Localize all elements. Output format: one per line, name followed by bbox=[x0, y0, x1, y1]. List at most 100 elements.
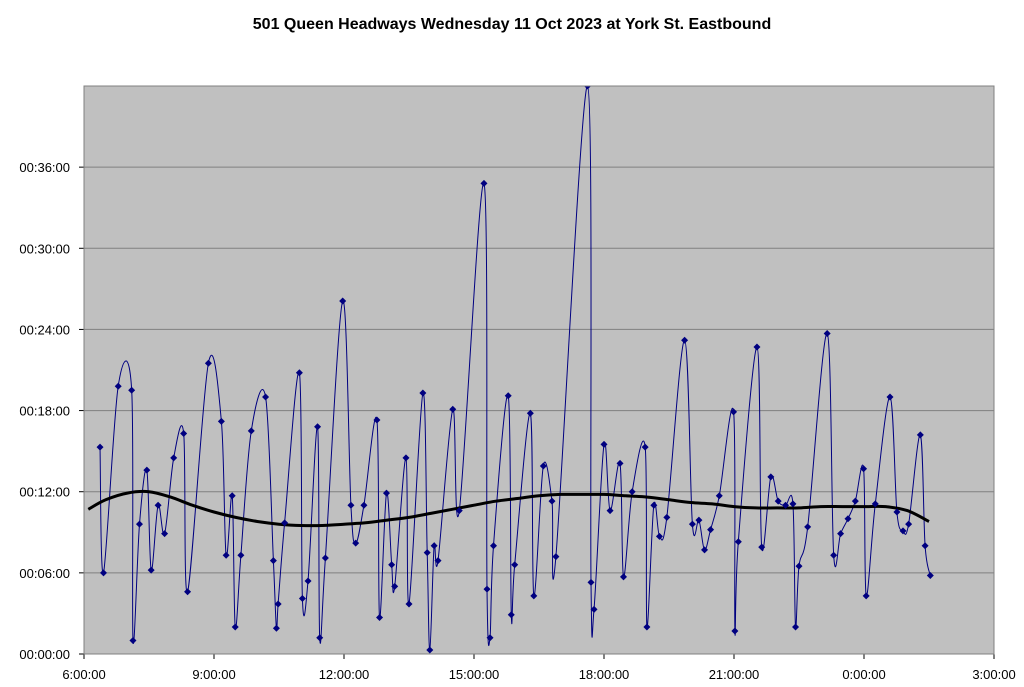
data-point bbox=[237, 551, 245, 559]
data-point bbox=[161, 530, 169, 538]
chart-title: 501 Queen Headways Wednesday 11 Oct 2023… bbox=[252, 16, 772, 33]
data-point bbox=[871, 500, 879, 508]
data-point bbox=[792, 623, 800, 631]
data-point bbox=[643, 623, 651, 631]
data-point bbox=[823, 329, 831, 337]
data-point bbox=[316, 634, 324, 642]
data-point bbox=[426, 646, 434, 654]
data-point bbox=[388, 561, 396, 569]
data-point bbox=[483, 585, 491, 593]
data-point bbox=[526, 409, 534, 417]
y-tick-label: 00:36:00 bbox=[19, 160, 70, 175]
data-point bbox=[170, 454, 178, 462]
data-point bbox=[504, 392, 512, 400]
data-point bbox=[731, 627, 739, 635]
x-axis-ticks: 6:00:00 9:00:00 12:00:00 15:00:00 18:00:00 21… bbox=[62, 654, 1016, 682]
data-point bbox=[222, 551, 230, 559]
data-point bbox=[701, 546, 709, 554]
data-point bbox=[402, 454, 410, 462]
data-point bbox=[893, 508, 901, 516]
data-point bbox=[423, 549, 431, 557]
data-point bbox=[590, 605, 598, 613]
data-point bbox=[730, 408, 738, 416]
data-point bbox=[373, 416, 381, 424]
data-point bbox=[180, 430, 188, 438]
data-point bbox=[899, 527, 907, 535]
data-point bbox=[281, 519, 289, 527]
data-point bbox=[916, 431, 924, 439]
plot-area bbox=[84, 86, 994, 654]
y-tick-label: 00:30:00 bbox=[19, 241, 70, 256]
data-point bbox=[530, 592, 538, 600]
data-point bbox=[147, 566, 155, 574]
data-point bbox=[217, 417, 225, 425]
data-point bbox=[135, 520, 143, 528]
data-point bbox=[391, 582, 399, 590]
data-point bbox=[539, 462, 547, 470]
data-point bbox=[628, 488, 636, 496]
x-tick-label: 21:00:00 bbox=[709, 667, 760, 682]
y-tick-label: 00:06:00 bbox=[19, 566, 70, 581]
data-point bbox=[360, 501, 368, 509]
data-point bbox=[655, 532, 663, 540]
y-tick-label: 00:18:00 bbox=[19, 404, 70, 419]
data-point bbox=[339, 297, 347, 305]
data-point bbox=[926, 572, 934, 580]
data-point bbox=[376, 613, 384, 621]
data-point bbox=[507, 611, 515, 619]
data-point bbox=[295, 369, 303, 377]
data-point bbox=[274, 600, 282, 608]
data-point bbox=[758, 543, 766, 551]
data-point bbox=[231, 623, 239, 631]
data-point bbox=[795, 562, 803, 570]
data-point bbox=[606, 507, 614, 515]
data-point bbox=[430, 542, 438, 550]
data-point bbox=[100, 569, 107, 577]
data-point bbox=[641, 443, 649, 451]
data-point bbox=[734, 538, 742, 546]
data-point bbox=[434, 557, 442, 565]
data-point bbox=[511, 561, 519, 569]
data-point bbox=[184, 588, 192, 596]
x-tick-label: 18:00:00 bbox=[579, 667, 630, 682]
data-point bbox=[419, 389, 427, 397]
data-point bbox=[304, 577, 312, 585]
x-tick-label: 3:00:00 bbox=[972, 667, 1015, 682]
data-point bbox=[616, 459, 624, 467]
data-point bbox=[154, 501, 162, 509]
data-point bbox=[695, 516, 703, 524]
data-point bbox=[804, 523, 812, 531]
data-point bbox=[321, 554, 329, 562]
data-point bbox=[486, 634, 494, 642]
plot-series bbox=[87, 86, 934, 654]
data-point bbox=[262, 393, 270, 401]
data-point bbox=[707, 526, 715, 534]
data-point bbox=[228, 492, 236, 500]
data-point bbox=[143, 466, 151, 474]
data-point bbox=[782, 501, 790, 509]
data-point bbox=[830, 551, 838, 559]
y-axis-ticks: 00:00:00 00:06:00 00:12:00 00:18:00 00:24:00… bbox=[19, 160, 84, 662]
data-point bbox=[272, 624, 280, 632]
data-point bbox=[663, 513, 671, 521]
headway-markers bbox=[96, 86, 934, 654]
data-point bbox=[480, 179, 488, 187]
data-point bbox=[774, 497, 782, 505]
x-tick-label: 12:00:00 bbox=[319, 667, 370, 682]
data-point bbox=[352, 539, 360, 547]
data-point bbox=[449, 405, 457, 413]
plot-border bbox=[83, 85, 995, 655]
data-point bbox=[96, 443, 104, 451]
data-point bbox=[767, 473, 775, 481]
x-tick-label: 6:00:00 bbox=[62, 667, 105, 682]
x-tick-label: 15:00:00 bbox=[449, 667, 500, 682]
gridlines bbox=[84, 166, 994, 574]
y-tick-label: 00:00:00 bbox=[19, 647, 70, 662]
data-point bbox=[753, 343, 761, 351]
data-point bbox=[921, 542, 929, 550]
data-point bbox=[128, 386, 136, 394]
data-point bbox=[715, 492, 723, 500]
data-point bbox=[905, 520, 913, 528]
data-point bbox=[837, 530, 845, 538]
